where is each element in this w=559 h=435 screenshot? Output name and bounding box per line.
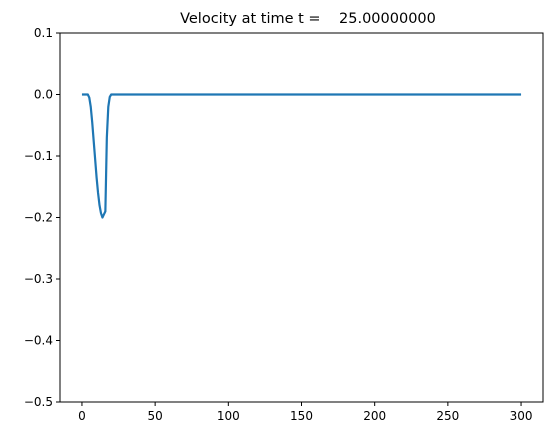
- x-tick-label: 50: [147, 409, 162, 423]
- series-line-0: [81, 93, 522, 219]
- y-tick-label: −0.2: [24, 211, 53, 225]
- plot-area: [81, 93, 522, 219]
- x-tick-label: 300: [510, 409, 533, 423]
- y-tick-label: −0.3: [24, 272, 53, 286]
- y-tick-label: −0.1: [24, 149, 53, 163]
- y-tick-label: −0.5: [24, 395, 53, 409]
- x-tick-label: 200: [363, 409, 386, 423]
- y-tick-label: 0.0: [34, 88, 53, 102]
- x-tick-label: 250: [436, 409, 459, 423]
- x-axis: 0 50 100 150 200 250 300: [78, 402, 532, 423]
- y-axis: 0.1 0.0 −0.1 −0.2 −0.3 −0.4 −0.5: [24, 26, 60, 409]
- axes-frame: [59, 32, 544, 403]
- x-tick-label: 0: [78, 409, 86, 423]
- x-tick-label: 150: [290, 409, 313, 423]
- y-tick-label: −0.4: [24, 334, 53, 348]
- x-tick-label: 100: [217, 409, 240, 423]
- chart-title: Velocity at time t = 25.00000000: [180, 11, 436, 27]
- y-tick-label: 0.1: [34, 26, 53, 40]
